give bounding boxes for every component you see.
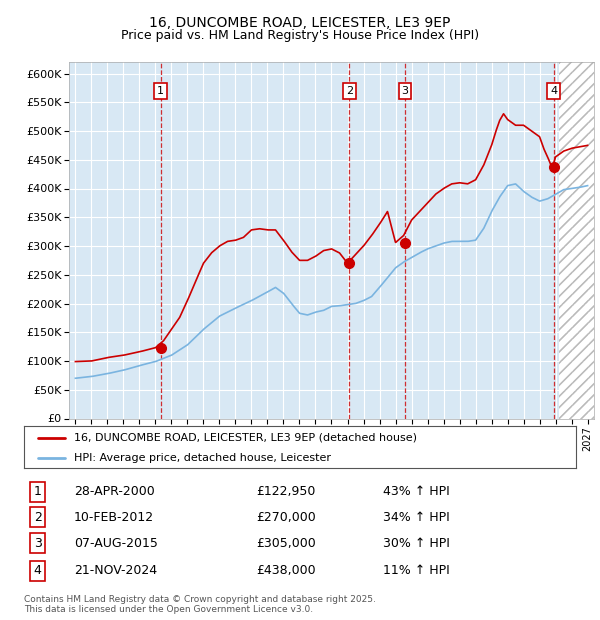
Text: 43% ↑ HPI: 43% ↑ HPI [383, 485, 449, 498]
Text: 3: 3 [401, 86, 409, 95]
Text: 16, DUNCOMBE ROAD, LEICESTER, LE3 9EP: 16, DUNCOMBE ROAD, LEICESTER, LE3 9EP [149, 16, 451, 30]
Text: HPI: Average price, detached house, Leicester: HPI: Average price, detached house, Leic… [74, 453, 331, 463]
Text: 16, DUNCOMBE ROAD, LEICESTER, LE3 9EP (detached house): 16, DUNCOMBE ROAD, LEICESTER, LE3 9EP (d… [74, 433, 416, 443]
Text: 1: 1 [34, 485, 42, 498]
Bar [559, 62, 594, 419]
Text: £438,000: £438,000 [256, 564, 316, 577]
Text: 10-FEB-2012: 10-FEB-2012 [74, 511, 154, 523]
Text: Price paid vs. HM Land Registry's House Price Index (HPI): Price paid vs. HM Land Registry's House … [121, 30, 479, 42]
Text: 1: 1 [157, 86, 164, 95]
Text: £122,950: £122,950 [256, 485, 315, 498]
Text: Contains HM Land Registry data © Crown copyright and database right 2025.
This d: Contains HM Land Registry data © Crown c… [24, 595, 376, 614]
Text: 34% ↑ HPI: 34% ↑ HPI [383, 511, 449, 523]
Text: £270,000: £270,000 [256, 511, 316, 523]
Text: 21-NOV-2024: 21-NOV-2024 [74, 564, 157, 577]
Text: £305,000: £305,000 [256, 537, 316, 550]
Text: 3: 3 [34, 537, 42, 550]
Text: 28-APR-2000: 28-APR-2000 [74, 485, 154, 498]
Text: 2: 2 [346, 86, 353, 95]
Text: 11% ↑ HPI: 11% ↑ HPI [383, 564, 449, 577]
Text: 4: 4 [550, 86, 557, 95]
Text: 4: 4 [34, 564, 42, 577]
Bar [559, 62, 594, 419]
Text: 07-AUG-2015: 07-AUG-2015 [74, 537, 158, 550]
Text: 2: 2 [34, 511, 42, 523]
Text: 30% ↑ HPI: 30% ↑ HPI [383, 537, 449, 550]
